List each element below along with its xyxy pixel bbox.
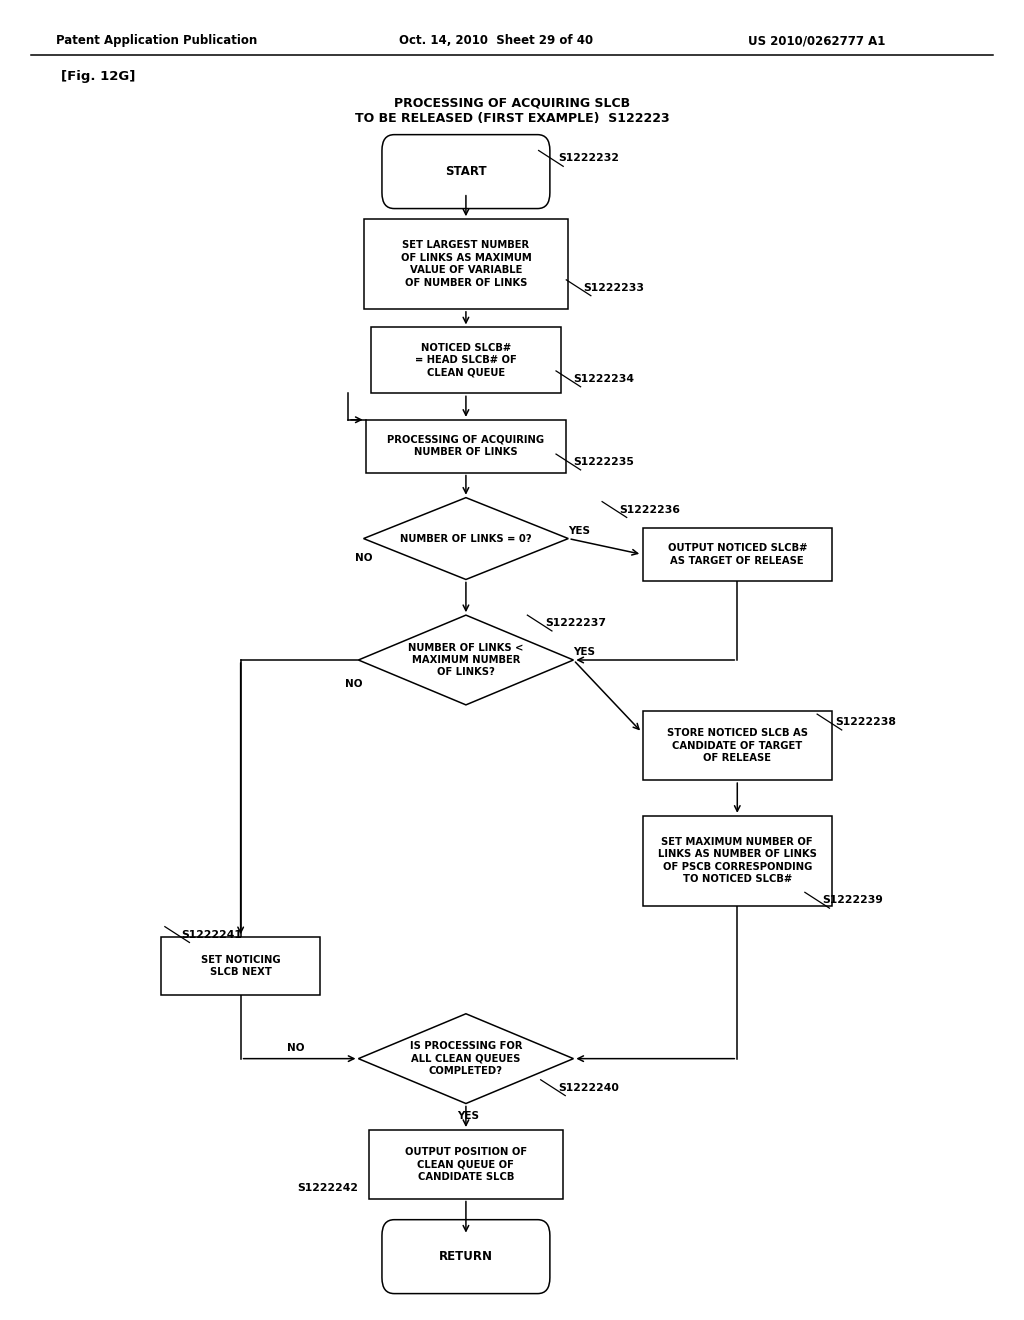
Text: NO: NO	[345, 678, 362, 689]
Text: START: START	[445, 165, 486, 178]
Text: US 2010/0262777 A1: US 2010/0262777 A1	[748, 34, 885, 48]
Text: SET MAXIMUM NUMBER OF
LINKS AS NUMBER OF LINKS
OF PSCB CORRESPONDING
TO NOTICED : SET MAXIMUM NUMBER OF LINKS AS NUMBER OF…	[657, 837, 817, 884]
FancyBboxPatch shape	[369, 1130, 563, 1199]
Text: S1222240: S1222240	[558, 1082, 618, 1093]
Text: IS PROCESSING FOR
ALL CLEAN QUEUES
COMPLETED?: IS PROCESSING FOR ALL CLEAN QUEUES COMPL…	[410, 1041, 522, 1076]
FancyBboxPatch shape	[643, 711, 831, 780]
Text: NO: NO	[355, 553, 373, 564]
Text: YES: YES	[457, 1111, 479, 1122]
Text: NUMBER OF LINKS <
MAXIMUM NUMBER
OF LINKS?: NUMBER OF LINKS < MAXIMUM NUMBER OF LINK…	[409, 643, 523, 677]
FancyBboxPatch shape	[382, 135, 550, 209]
Text: S1222236: S1222236	[620, 504, 681, 515]
Text: S1222234: S1222234	[573, 374, 635, 384]
Text: S1222237: S1222237	[545, 618, 606, 628]
Text: PROCESSING OF ACQUIRING SLCB: PROCESSING OF ACQUIRING SLCB	[394, 96, 630, 110]
Text: NO: NO	[287, 1043, 304, 1053]
Text: NUMBER OF LINKS = 0?: NUMBER OF LINKS = 0?	[400, 533, 531, 544]
Text: SET NOTICING
SLCB NEXT: SET NOTICING SLCB NEXT	[201, 956, 281, 977]
FancyBboxPatch shape	[372, 327, 561, 393]
Polygon shape	[364, 498, 568, 579]
Text: S1222239: S1222239	[822, 895, 883, 906]
Text: Oct. 14, 2010  Sheet 29 of 40: Oct. 14, 2010 Sheet 29 of 40	[399, 34, 594, 48]
Text: TO BE RELEASED (FIRST EXAMPLE)  S122223: TO BE RELEASED (FIRST EXAMPLE) S122223	[354, 112, 670, 125]
FancyBboxPatch shape	[643, 816, 831, 906]
Text: STORE NOTICED SLCB AS
CANDIDATE OF TARGET
OF RELEASE: STORE NOTICED SLCB AS CANDIDATE OF TARGE…	[667, 729, 808, 763]
Polygon shape	[358, 615, 573, 705]
FancyBboxPatch shape	[382, 1220, 550, 1294]
Text: RETURN: RETURN	[439, 1250, 493, 1263]
FancyBboxPatch shape	[161, 937, 319, 995]
FancyBboxPatch shape	[643, 528, 831, 581]
Text: S1222241: S1222241	[181, 929, 242, 940]
Text: YES: YES	[568, 525, 590, 536]
FancyBboxPatch shape	[367, 420, 565, 473]
Text: S1222242: S1222242	[297, 1183, 358, 1193]
Text: PROCESSING OF ACQUIRING
NUMBER OF LINKS: PROCESSING OF ACQUIRING NUMBER OF LINKS	[387, 436, 545, 457]
Text: OUTPUT NOTICED SLCB#
AS TARGET OF RELEASE: OUTPUT NOTICED SLCB# AS TARGET OF RELEAS…	[668, 544, 807, 565]
FancyBboxPatch shape	[364, 219, 568, 309]
Text: OUTPUT POSITION OF
CLEAN QUEUE OF
CANDIDATE SLCB: OUTPUT POSITION OF CLEAN QUEUE OF CANDID…	[404, 1147, 527, 1181]
Polygon shape	[358, 1014, 573, 1104]
Text: S1222233: S1222233	[584, 282, 645, 293]
Text: [Fig. 12G]: [Fig. 12G]	[61, 70, 136, 83]
Text: NOTICED SLCB#
= HEAD SLCB# OF
CLEAN QUEUE: NOTICED SLCB# = HEAD SLCB# OF CLEAN QUEU…	[415, 343, 517, 378]
Text: SET LARGEST NUMBER
OF LINKS AS MAXIMUM
VALUE OF VARIABLE
OF NUMBER OF LINKS: SET LARGEST NUMBER OF LINKS AS MAXIMUM V…	[400, 240, 531, 288]
Text: S1222238: S1222238	[836, 717, 896, 727]
Text: Patent Application Publication: Patent Application Publication	[56, 34, 258, 48]
Text: YES: YES	[573, 647, 595, 657]
Text: S1222232: S1222232	[558, 153, 620, 164]
Text: S1222235: S1222235	[573, 457, 634, 467]
